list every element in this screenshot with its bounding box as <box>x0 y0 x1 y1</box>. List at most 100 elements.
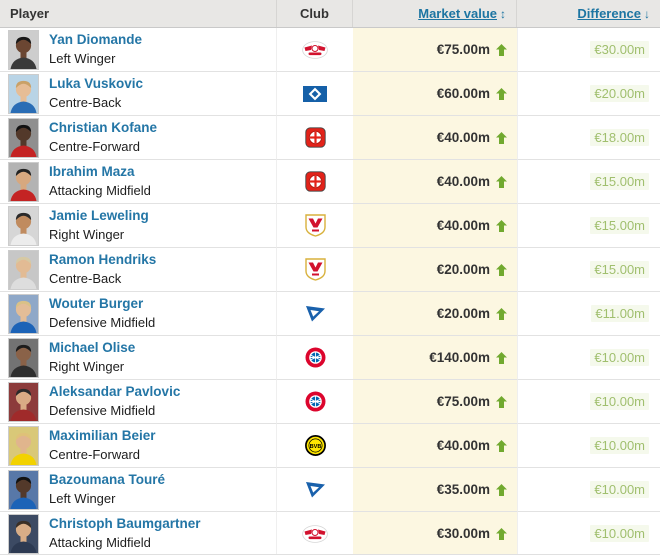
player-name-link[interactable]: Christian Kofane <box>49 119 158 135</box>
value-up-arrow-icon <box>496 43 507 56</box>
player-info: Michael Olise Right Winger <box>49 340 135 375</box>
player-position: Right Winger <box>49 358 125 374</box>
club-cell <box>276 72 353 116</box>
player-photo[interactable] <box>8 514 39 554</box>
player-name-link[interactable]: Wouter Burger <box>49 295 144 311</box>
club-cell <box>276 116 353 160</box>
player-position: Defensive Midfield <box>49 314 156 330</box>
player-photo[interactable] <box>8 30 39 70</box>
club-logo-bayern[interactable] <box>305 391 326 412</box>
club-logo-leverkusen[interactable] <box>304 171 326 192</box>
club-logo-stuttgart[interactable] <box>304 258 326 281</box>
player-name-link[interactable]: Jamie Leweling <box>49 207 149 223</box>
difference-value: €10.00m <box>590 437 649 454</box>
sort-desc-icon[interactable]: ↓ <box>644 6 650 21</box>
player-info: Yan Diomande Left Winger <box>49 32 142 67</box>
club-logo-stuttgart[interactable] <box>304 214 326 237</box>
value-up-arrow-icon <box>496 87 507 100</box>
player-info: Christian Kofane Centre-Forward <box>49 120 157 155</box>
player-info: Bazoumana Touré Left Winger <box>49 472 165 507</box>
difference-sort-link[interactable]: Difference <box>577 6 641 21</box>
difference-cell: €15.00m <box>517 204 660 248</box>
player-position: Centre-Forward <box>49 138 141 154</box>
difference-cell: €11.00m <box>517 292 660 336</box>
market-value-cell: €75.00m <box>353 28 517 72</box>
market-value-cell: €40.00m <box>353 160 517 204</box>
difference-value: €15.00m <box>590 217 649 234</box>
player-info: Maximilian Beier Centre-Forward <box>49 428 156 463</box>
player-cell: Wouter Burger Defensive Midfield <box>0 292 276 336</box>
club-logo-rb-leipzig[interactable] <box>302 524 328 543</box>
table-body: Yan Diomande Left Winger €75.00m €30.00m… <box>0 28 660 554</box>
player-position: Centre-Back <box>49 94 122 110</box>
player-cell: Ibrahim Maza Attacking Midfield <box>0 160 276 204</box>
difference-cell: €10.00m <box>517 380 660 424</box>
player-name-link[interactable]: Luka Vuskovic <box>49 75 144 91</box>
value-up-arrow-icon <box>496 219 507 232</box>
club-logo-hoffenheim[interactable] <box>304 480 327 499</box>
value-up-arrow-icon <box>496 439 507 452</box>
column-header-market-value: Market value ↕ <box>353 0 517 27</box>
club-logo-hoffenheim[interactable] <box>304 304 327 323</box>
player-name-link[interactable]: Michael Olise <box>49 339 136 355</box>
table-row: Luka Vuskovic Centre-Back €60.00m €20.00… <box>0 72 660 116</box>
club-cell <box>276 160 353 204</box>
market-value-sort-link[interactable]: Market value <box>418 6 497 21</box>
difference-value: €11.00m <box>591 305 649 322</box>
table-row: Ramon Hendriks Centre-Back €20.00m €15.0… <box>0 248 660 292</box>
difference-cell: €20.00m <box>517 72 660 116</box>
player-photo[interactable] <box>8 118 39 158</box>
sort-both-icon[interactable]: ↕ <box>500 6 506 21</box>
value-up-arrow-icon <box>496 131 507 144</box>
player-name-link[interactable]: Christoph Baumgartner <box>49 515 201 531</box>
player-photo[interactable] <box>8 206 39 246</box>
difference-cell: €10.00m <box>517 512 660 554</box>
player-photo[interactable] <box>8 250 39 290</box>
player-photo[interactable] <box>8 338 39 378</box>
player-name-link[interactable]: Bazoumana Touré <box>49 471 166 487</box>
player-cell: Bazoumana Touré Left Winger <box>0 468 276 512</box>
player-cell: Yan Diomande Left Winger <box>0 28 276 72</box>
club-logo-hamburg[interactable] <box>303 85 327 102</box>
player-cell: Ramon Hendriks Centre-Back <box>0 248 276 292</box>
player-name-link[interactable]: Ibrahim Maza <box>49 163 135 179</box>
player-info: Ibrahim Maza Attacking Midfield <box>49 164 151 199</box>
market-value-cell: €30.00m <box>353 512 517 554</box>
table-row: Yan Diomande Left Winger €75.00m €30.00m <box>0 28 660 72</box>
player-photo[interactable] <box>8 470 39 510</box>
club-logo-rb-leipzig[interactable] <box>302 40 328 59</box>
table-header: Player Club Market value ↕ Difference ↓ <box>0 0 660 28</box>
player-photo[interactable] <box>8 294 39 334</box>
player-photo[interactable] <box>8 74 39 114</box>
player-cell: Christoph Baumgartner Attacking Midfield <box>0 512 276 554</box>
player-info: Wouter Burger Defensive Midfield <box>49 296 155 331</box>
player-name-link[interactable]: Yan Diomande <box>49 31 143 47</box>
player-info: Christoph Baumgartner Attacking Midfield <box>49 516 201 551</box>
club-cell <box>276 468 353 512</box>
column-header-difference: Difference ↓ <box>517 0 660 27</box>
player-photo[interactable] <box>8 426 39 466</box>
player-photo[interactable] <box>8 382 39 422</box>
club-logo-bayern[interactable] <box>305 347 326 368</box>
club-logo-dortmund[interactable]: BVB <box>304 435 326 456</box>
player-position: Attacking Midfield <box>49 182 151 198</box>
club-logo-leverkusen[interactable] <box>304 127 326 148</box>
club-cell <box>276 512 353 554</box>
difference-value: €10.00m <box>590 349 649 366</box>
player-cell: Luka Vuskovic Centre-Back <box>0 72 276 116</box>
player-cell: Maximilian Beier Centre-Forward <box>0 424 276 468</box>
club-cell <box>276 248 353 292</box>
table-row: Christian Kofane Centre-Forward €40.00m … <box>0 116 660 160</box>
difference-cell: €30.00m <box>517 28 660 72</box>
market-value-cell: €40.00m <box>353 204 517 248</box>
player-position: Left Winger <box>49 50 116 66</box>
player-photo[interactable] <box>8 162 39 202</box>
difference-value: €30.00m <box>590 41 649 58</box>
difference-cell: €10.00m <box>517 336 660 380</box>
difference-cell: €15.00m <box>517 248 660 292</box>
player-name-link[interactable]: Ramon Hendriks <box>49 251 157 267</box>
player-name-link[interactable]: Maximilian Beier <box>49 427 156 443</box>
player-name-link[interactable]: Aleksandar Pavlovic <box>49 383 181 399</box>
club-column-label: Club <box>300 6 329 21</box>
